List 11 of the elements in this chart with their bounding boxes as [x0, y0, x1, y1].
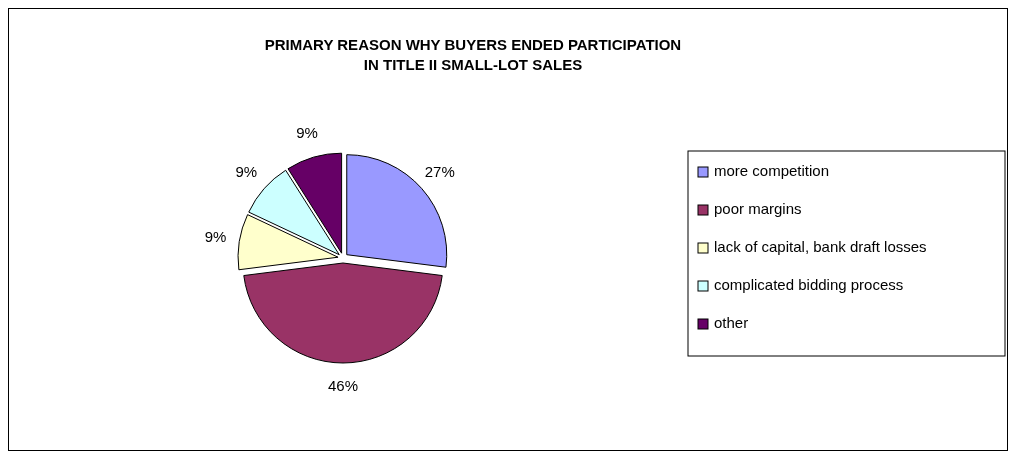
data-label: 46% [327, 376, 359, 394]
legend-label: lack of capital, bank draft losses [714, 237, 927, 255]
data-label: 9% [204, 227, 227, 245]
data-label: 9% [296, 124, 318, 142]
data-label: 9% [235, 162, 258, 180]
legend-label: complicated bidding process [714, 275, 904, 293]
legend-label: more competition [714, 161, 830, 179]
data-label: 27% [424, 162, 455, 180]
chart-title: PRIMARY REASON WHY BUYERS ENDED PARTICIPATION IN TITLE II SMALL-LOT SALES [264, 36, 682, 73]
legend-label: poor margins [714, 199, 802, 217]
legend-label: other [714, 313, 749, 331]
